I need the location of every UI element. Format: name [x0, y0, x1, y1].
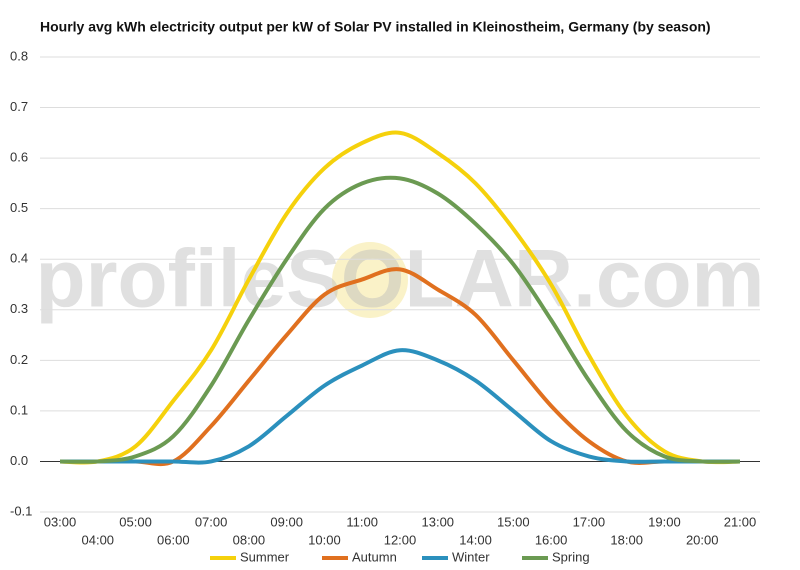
legend-label: Spring: [552, 549, 590, 564]
y-tick-label: 0.5: [10, 200, 28, 215]
x-tick-label: 09:00: [270, 514, 303, 529]
series-line: [60, 348, 740, 465]
x-tick-label: 21:00: [724, 514, 757, 529]
legend-label: Winter: [452, 549, 490, 564]
watermark: profileSOLAR.com: [36, 234, 765, 325]
y-tick-label: 0.1: [10, 402, 28, 417]
y-tick-label: 0.4: [10, 251, 28, 266]
x-tick-label: 17:00: [573, 514, 606, 529]
legend-label: Autumn: [352, 549, 397, 564]
y-tick-label: 0.8: [10, 48, 28, 63]
x-tick-label: 13:00: [422, 514, 455, 529]
y-tick-label: 0.6: [10, 150, 28, 165]
x-tick-label: 06:00: [157, 532, 190, 547]
x-tick-label: 19:00: [648, 514, 681, 529]
x-tick-label: 18:00: [610, 532, 643, 547]
y-tick-label: 0.2: [10, 352, 28, 367]
x-tick-label: 10:00: [308, 532, 341, 547]
y-tick-label: 0.0: [10, 453, 28, 468]
x-tick-label: 11:00: [346, 514, 378, 529]
y-tick-label: 0.7: [10, 99, 28, 114]
series-line: [59, 130, 741, 465]
series-line: [59, 175, 741, 464]
x-tick-label: 20:00: [686, 532, 719, 547]
x-tick-label: 05:00: [119, 514, 152, 529]
y-tick-label: -0.1: [10, 503, 32, 518]
watermark-sun: [332, 242, 408, 318]
x-tick-label: 15:00: [497, 514, 530, 529]
legend-label: Summer: [240, 549, 290, 564]
x-tick-label: 08:00: [233, 532, 266, 547]
x-tick-label: 12:00: [384, 532, 417, 547]
x-tick-label: 04:00: [82, 532, 115, 547]
x-tick-label: 14:00: [459, 532, 492, 547]
x-tick-label: 03:00: [44, 514, 77, 529]
y-tick-label: 0.3: [10, 301, 28, 316]
x-tick-label: 07:00: [195, 514, 228, 529]
x-tick-label: 16:00: [535, 532, 568, 547]
chart-title: Hourly avg kWh electricity output per kW…: [40, 19, 711, 35]
